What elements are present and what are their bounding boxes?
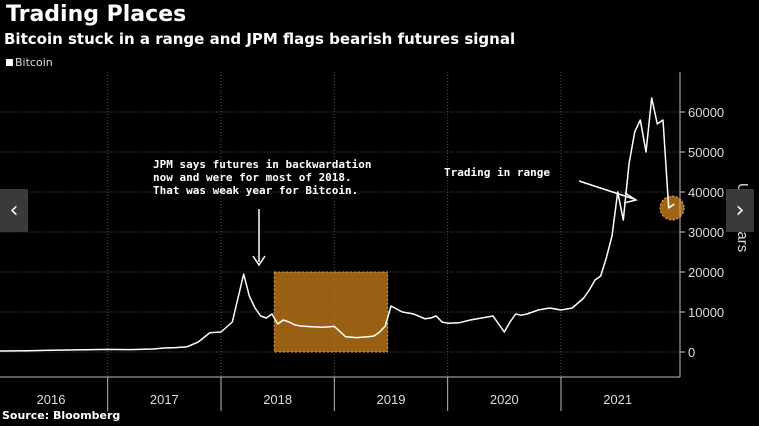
- series-line-bitcoin: [0, 97, 675, 352]
- annotation-arrowhead-jpm: [252, 255, 266, 267]
- y-axis: 0 10000 20000 30000 40000 50000 60000: [679, 72, 724, 377]
- source-note: Source: Bloomberg: [2, 409, 121, 422]
- annotation-arrow-range: [578, 180, 635, 200]
- x-axis: 2016 2017 2018 2019 2020 2021: [0, 376, 680, 411]
- y-tick-label: 0: [688, 345, 695, 360]
- highlight-layer: [273, 195, 685, 353]
- legend-label-bitcoin: Bitcoin: [15, 56, 53, 69]
- annotation-layer: JPM says futures in backwardation now an…: [153, 158, 638, 267]
- x-tick-label: 2021: [603, 392, 632, 407]
- chart-title: Trading Places: [6, 2, 187, 27]
- annotation-jpm-line-3: That was weak year for Bitcoin.: [153, 184, 358, 197]
- highlight-box-2018: [273, 271, 389, 353]
- legend: Bitcoin: [6, 56, 53, 69]
- chart-subtitle: Bitcoin stuck in a range and JPM flags b…: [4, 30, 516, 48]
- x-tick-label: 2019: [377, 392, 406, 407]
- highlight-circle-range: [659, 195, 685, 221]
- y-tick-label: 30000: [688, 225, 724, 240]
- y-tick-label: 50000: [688, 145, 724, 160]
- x-tick-label: 2020: [490, 392, 519, 407]
- x-tick-label: 2016: [37, 392, 66, 407]
- annotation-trading-range: Trading in range: [444, 166, 550, 179]
- y-tick-label: 40000: [688, 185, 724, 200]
- annotation-jpm-line-2: now and were for most of 2018.: [153, 171, 352, 184]
- annotation-arrowhead-range: [623, 192, 638, 204]
- prev-slide-button[interactable]: ‹: [0, 189, 28, 232]
- next-slide-button[interactable]: ›: [726, 189, 754, 232]
- y-tick-label: 10000: [688, 305, 724, 320]
- series-layer: [0, 97, 675, 352]
- chevron-left-icon: ‹: [9, 198, 19, 223]
- y-tick-label: 60000: [688, 105, 724, 120]
- legend-swatch-bitcoin: [6, 59, 13, 66]
- annotation-jpm-line-1: JPM says futures in backwardation: [153, 158, 372, 171]
- chevron-right-icon: ›: [735, 198, 745, 223]
- x-tick-label: 2017: [150, 392, 179, 407]
- y-tick-label: 20000: [688, 265, 724, 280]
- x-tick-label: 2018: [263, 392, 292, 407]
